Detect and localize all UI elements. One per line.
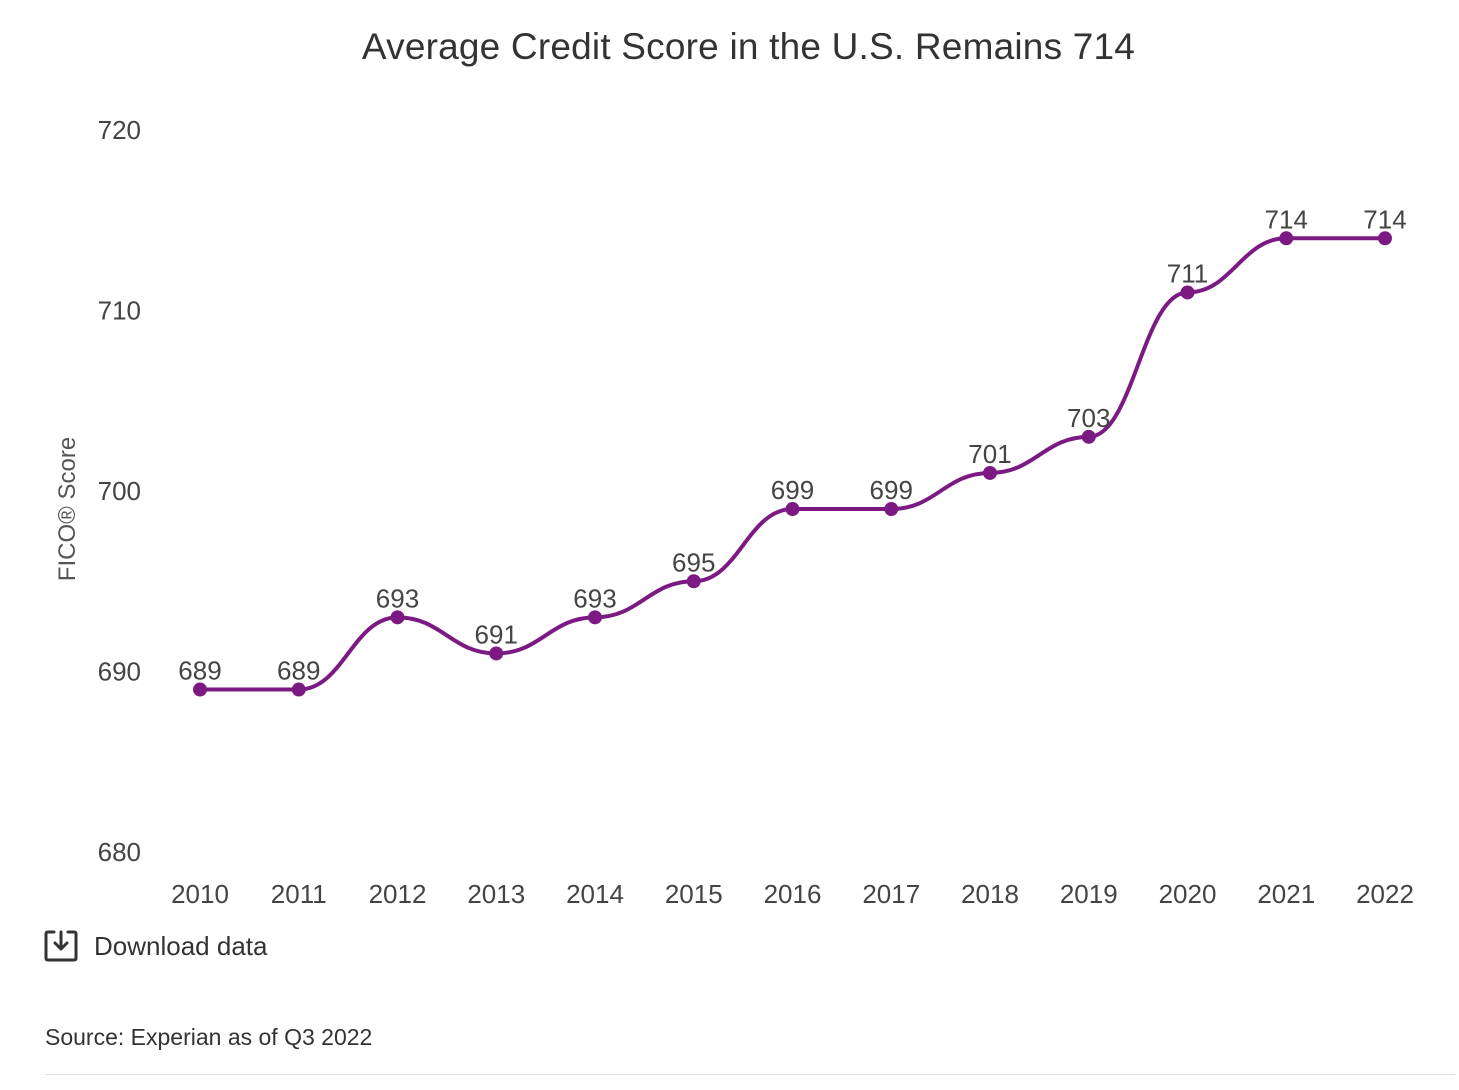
- x-tick-label: 2016: [764, 879, 822, 909]
- y-tick-label: 680: [98, 837, 141, 867]
- data-point: [1378, 231, 1392, 246]
- data-point: [1279, 231, 1294, 246]
- y-axis-title: FICO® Score: [54, 437, 81, 581]
- x-tick-label: 2014: [566, 879, 624, 909]
- x-tick-label: 2019: [1060, 879, 1118, 909]
- x-tick-label: 2018: [961, 879, 1019, 909]
- data-label: 701: [968, 439, 1011, 469]
- data-point: [489, 646, 504, 661]
- data-label: 714: [1363, 204, 1406, 234]
- y-tick-label: 690: [98, 657, 141, 687]
- download-data-label: Download data: [94, 930, 268, 961]
- data-label: 703: [1067, 403, 1110, 433]
- data-point: [291, 682, 306, 697]
- data-point: [785, 502, 800, 517]
- x-tick-label: 2017: [862, 879, 920, 909]
- x-tick-label: 2011: [271, 879, 327, 909]
- data-point: [193, 682, 207, 697]
- data-label: 689: [277, 656, 320, 686]
- data-label: 714: [1265, 204, 1308, 234]
- x-tick-label: 2012: [369, 879, 427, 909]
- data-label: 699: [870, 475, 913, 505]
- x-tick-label: 2015: [665, 879, 723, 909]
- data-label: 711: [1167, 258, 1208, 288]
- x-tick-label: 2010: [171, 879, 229, 909]
- data-label: 693: [573, 583, 616, 613]
- data-point: [1081, 429, 1096, 444]
- data-label: 699: [771, 475, 814, 505]
- x-tick-label: 2022: [1356, 879, 1414, 909]
- data-label: 693: [376, 583, 419, 613]
- y-tick-label: 710: [98, 296, 141, 326]
- y-tick-label: 720: [98, 115, 141, 145]
- data-point: [588, 610, 602, 625]
- data-point: [983, 465, 997, 480]
- data-point: [390, 610, 405, 625]
- data-label: 691: [475, 619, 518, 649]
- source-note: Source: Experian as of Q3 2022: [45, 1024, 373, 1050]
- data-point: [686, 574, 701, 589]
- series-line: [198, 236, 1387, 692]
- data-label: 689: [178, 656, 221, 686]
- footer-divider: [45, 1074, 1455, 1075]
- chart-title: Average Credit Score in the U.S. Remains…: [361, 26, 1136, 67]
- x-tick-label: 2013: [467, 879, 525, 909]
- data-point: [884, 502, 899, 517]
- data-point: [1180, 285, 1195, 300]
- download-data-button[interactable]: Download data: [44, 926, 267, 966]
- x-tick-label: 2020: [1159, 879, 1217, 909]
- x-tick-label: 2021: [1257, 879, 1315, 909]
- data-label: 695: [672, 547, 715, 577]
- y-tick-label: 700: [98, 476, 141, 506]
- download-icon: [44, 930, 78, 962]
